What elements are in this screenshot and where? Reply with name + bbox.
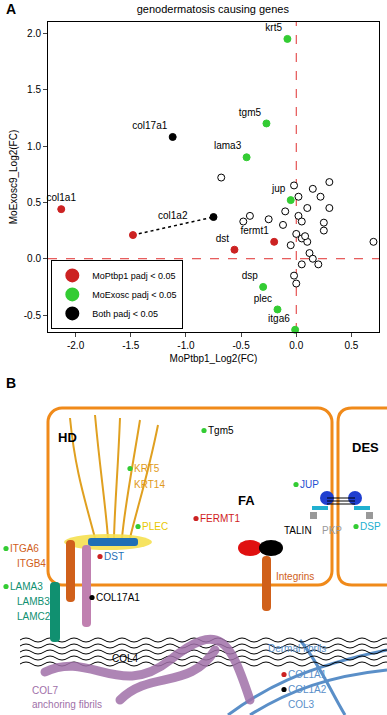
svg-text:ITGA6: ITGA6	[10, 543, 39, 554]
svg-text:KRT5: KRT5	[134, 463, 160, 474]
svg-text:krt5: krt5	[265, 22, 282, 33]
svg-text:JUP: JUP	[300, 479, 319, 490]
svg-text:Tgm5: Tgm5	[208, 425, 234, 436]
svg-text:FA: FA	[238, 493, 255, 508]
svg-text:DSP: DSP	[360, 521, 381, 532]
svg-text:Integrins: Integrins	[276, 571, 314, 582]
svg-text:MoExosc9_Log2(FC): MoExosc9_Log2(FC)	[8, 130, 19, 224]
svg-text:lama3: lama3	[214, 140, 242, 151]
svg-text:-1.5: -1.5	[122, 340, 140, 351]
svg-text:Dermal fibrils: Dermal fibrils	[268, 643, 326, 654]
svg-text:0.0: 0.0	[289, 340, 303, 351]
svg-text:COL1A2: COL1A2	[288, 684, 327, 695]
svg-text:COL17A1: COL17A1	[96, 592, 140, 603]
svg-text:COL7: COL7	[32, 685, 59, 696]
svg-text:FERMT1: FERMT1	[200, 513, 240, 524]
svg-text:fermt1: fermt1	[240, 225, 269, 236]
svg-text:MoExosc padj < 0.05: MoExosc padj < 0.05	[92, 290, 176, 300]
svg-text:plec: plec	[254, 293, 272, 304]
svg-text:dst: dst	[216, 233, 230, 244]
svg-text:1.5: 1.5	[27, 84, 41, 95]
svg-text:anchoring fibrils: anchoring fibrils	[32, 699, 102, 710]
svg-text:KRT14: KRT14	[134, 479, 165, 490]
svg-text:DES: DES	[352, 440, 379, 455]
svg-text:LAMC2: LAMC2	[17, 611, 51, 622]
svg-text:HD: HD	[58, 430, 77, 445]
svg-text:itga6: itga6	[268, 313, 290, 324]
svg-text:1.0: 1.0	[27, 141, 41, 152]
svg-text:dsp: dsp	[242, 270, 259, 281]
svg-text:0.0: 0.0	[27, 253, 41, 264]
svg-text:LAMB3: LAMB3	[17, 596, 50, 607]
svg-text:-0.5: -0.5	[24, 310, 42, 321]
svg-text:LAMA3: LAMA3	[10, 581, 43, 592]
svg-text:TALIN: TALIN	[284, 525, 312, 536]
svg-text:B: B	[6, 375, 16, 391]
svg-text:Both padj < 0.05: Both padj < 0.05	[92, 309, 158, 319]
svg-text:MoPtbp1 padj < 0.05: MoPtbp1 padj < 0.05	[92, 271, 175, 281]
svg-text:MoPtbp1_Log2(FC): MoPtbp1_Log2(FC)	[170, 353, 258, 364]
svg-text:col1a2: col1a2	[158, 210, 188, 221]
svg-text:2.0: 2.0	[27, 28, 41, 39]
svg-text:COL3: COL3	[288, 699, 315, 710]
svg-text:genodermatosis causing genes: genodermatosis causing genes	[137, 3, 290, 15]
svg-text:-1.0: -1.0	[177, 340, 195, 351]
svg-text:DST: DST	[104, 551, 124, 562]
svg-text:col1a1: col1a1	[47, 192, 77, 203]
svg-text:jup: jup	[271, 183, 286, 194]
svg-text:ITGB4: ITGB4	[17, 558, 46, 569]
svg-text:COL1A1: COL1A1	[288, 669, 327, 680]
svg-text:-0.5: -0.5	[232, 340, 250, 351]
svg-text:PLEC: PLEC	[142, 521, 168, 532]
svg-text:col17a1: col17a1	[132, 120, 167, 131]
svg-text:COL4: COL4	[112, 653, 139, 664]
svg-text:tgm5: tgm5	[239, 107, 262, 118]
svg-text:0.5: 0.5	[27, 197, 41, 208]
svg-text:-2.0: -2.0	[67, 340, 85, 351]
svg-text:A: A	[6, 1, 16, 17]
svg-text:PKP: PKP	[322, 525, 342, 536]
svg-text:0.5: 0.5	[344, 340, 358, 351]
